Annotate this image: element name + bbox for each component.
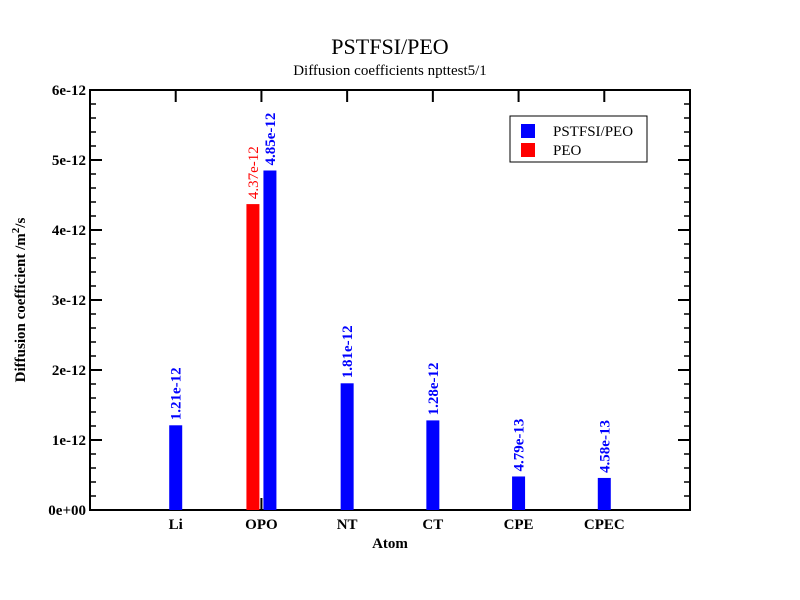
data-label: 4.58e-13 xyxy=(597,420,613,473)
x-tick-label: CT xyxy=(422,517,443,533)
data-labels: 1.21e-12 4.37e-124.85e-12 1.81e-12 1.28e-12… xyxy=(169,113,614,473)
y-axis-label-main: Diffusion coefficient /m xyxy=(13,233,29,383)
bar-nt-pstfsi-peo xyxy=(340,383,354,510)
y-tick-label: 3e-12 xyxy=(52,293,86,309)
x-tick-label: NT xyxy=(337,517,358,533)
x-tick-label: Li xyxy=(169,517,183,533)
legend-label: PEO xyxy=(553,143,582,159)
x-axis: Li OPO NT CT CPE CPEC xyxy=(169,90,625,533)
y-axis-label-superscript: 2 xyxy=(10,227,22,233)
data-label: 4.79e-13 xyxy=(512,419,528,472)
bars xyxy=(169,170,611,510)
bar-ct-pstfsi-peo xyxy=(426,420,440,510)
x-tick-label: OPO xyxy=(245,517,278,533)
y-tick-label: 0e+00 xyxy=(48,503,86,519)
chart-subtitle: Diffusion coefficients npttest5/1 xyxy=(293,63,487,79)
bar-cpec-pstfsi-peo xyxy=(597,477,611,510)
legend: PSTFSI/PEO PEO xyxy=(509,115,648,163)
x-tick-label: CPEC xyxy=(584,517,625,533)
legend-swatch xyxy=(521,143,535,157)
y-axis: 0e+00 1e-12 2e-12 3e-12 4e-12 5e-12 6e-12 xyxy=(48,83,690,519)
data-label: 1.81e-12 xyxy=(340,325,356,378)
data-label: 1.21e-12 xyxy=(169,367,185,420)
legend-label: PSTFSI/PEO xyxy=(553,124,633,140)
y-tick-label: 4e-12 xyxy=(52,223,86,239)
x-tick-label: CPE xyxy=(504,517,534,533)
y-tick-label: 6e-12 xyxy=(52,83,86,99)
legend-swatch xyxy=(521,124,535,138)
y-tick-label: 5e-12 xyxy=(52,153,86,169)
y-tick-label: 1e-12 xyxy=(52,433,86,449)
data-label: 4.85e-12 xyxy=(263,113,279,166)
data-label: 4.37e-12 xyxy=(246,146,262,199)
bar-opo-pstfsi-peo xyxy=(263,170,277,510)
data-label: 1.28e-12 xyxy=(426,362,442,415)
bar-cpe-pstfsi-peo xyxy=(512,476,526,510)
y-axis-label-suffix: /s xyxy=(13,218,29,229)
x-axis-label: Atom xyxy=(372,536,408,552)
chart-title: PSTFSI/PEO xyxy=(331,34,448,59)
y-axis-label: Diffusion coefficient /m2/s xyxy=(10,218,29,383)
bar-opo-peo xyxy=(246,204,260,510)
y-tick-label: 2e-12 xyxy=(52,363,86,379)
bar-li-pstfsi-peo xyxy=(169,425,183,510)
